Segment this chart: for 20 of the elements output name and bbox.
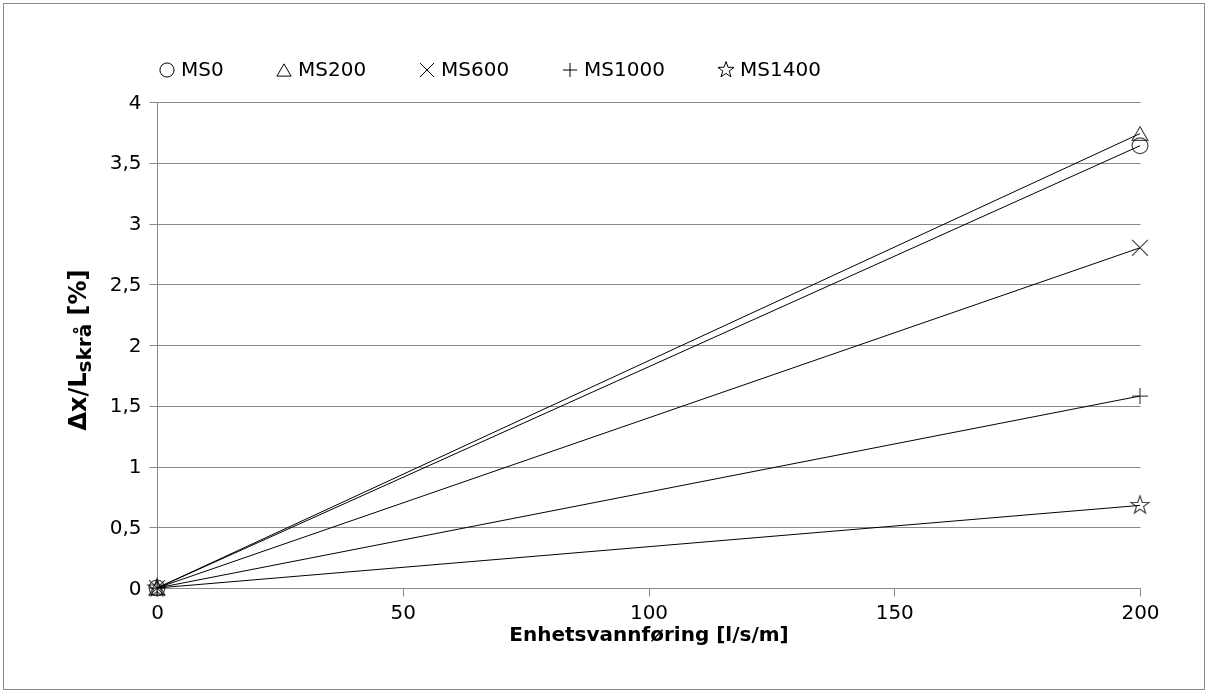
legend-label: MS1000 [584,57,665,81]
y-tick-label: 3,5 [109,150,142,175]
y-tick-label: 1,5 [109,393,142,418]
x-tick-label: 100 [629,599,669,624]
y-tick-label: 2,5 [109,271,142,296]
x-tick-label: 150 [875,599,914,624]
y-tick-label: 3 [128,211,142,235]
legend-label: MS600 [441,57,510,81]
y-tick-label: 1 [128,454,142,478]
x-tick-label: 200 [1121,599,1160,624]
y-tick-label: 0 [128,575,142,600]
x-axis-title: Enhetsvannføring [l/s/m] [509,621,789,646]
y-tick-label: 2 [128,332,142,357]
legend-label: MS1400 [740,57,821,81]
legend-label: MS200 [298,57,367,81]
y-tick-label: 0,5 [109,514,142,539]
y-tick-label: 4 [128,89,142,114]
x-tick-label: 0 [151,599,164,624]
legend-label: MS0 [181,57,224,81]
x-tick-label: 50 [390,599,416,624]
